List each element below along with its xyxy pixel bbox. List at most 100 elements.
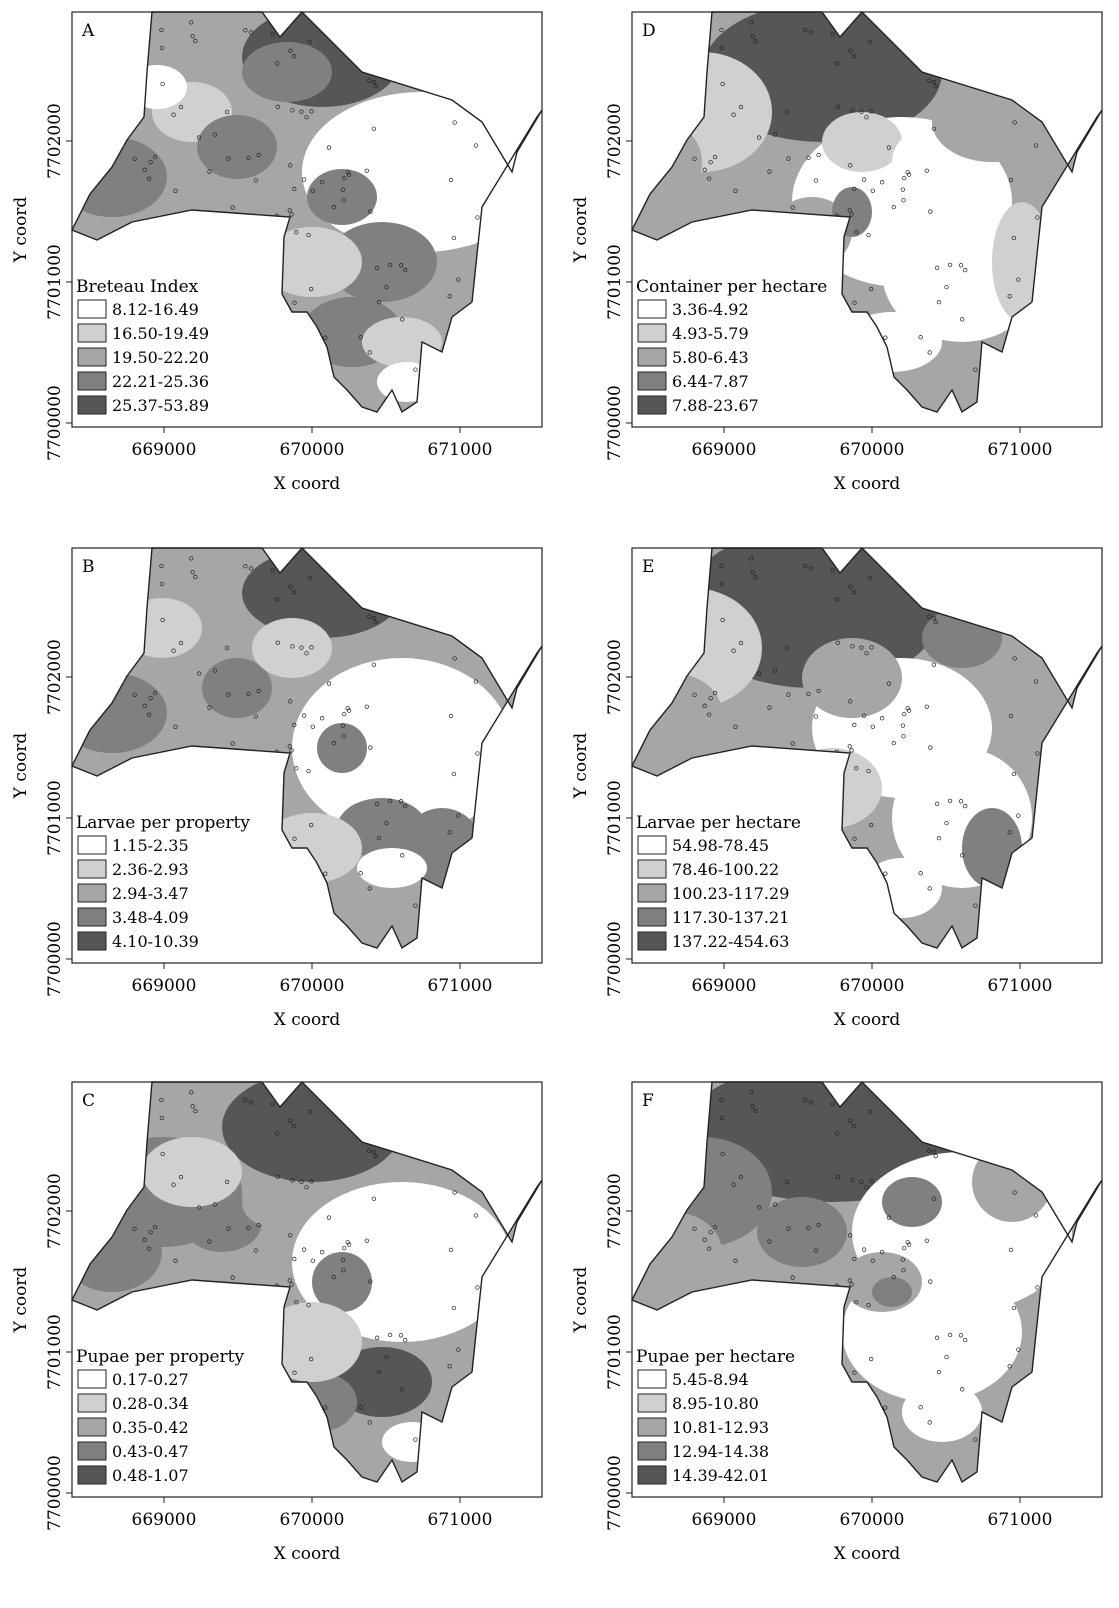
sample-point <box>1016 277 1021 282</box>
sample-point <box>346 1242 352 1247</box>
sample-point <box>340 1257 346 1262</box>
sample-point <box>1035 751 1040 756</box>
sample-point <box>159 581 164 587</box>
sample-point <box>936 836 942 841</box>
sample-point <box>840 764 846 770</box>
sample-point <box>902 175 907 181</box>
sample-point <box>331 741 336 746</box>
sample-point <box>358 871 363 876</box>
x-tick-label: 669000 <box>692 440 757 460</box>
x-axis-label: X coord <box>834 474 901 494</box>
sample-point <box>988 1157 994 1162</box>
sample-point <box>475 215 480 220</box>
sample-point <box>1033 679 1039 684</box>
sample-point <box>345 706 350 711</box>
y-tick-label: 7700000 <box>605 385 625 461</box>
sample-point <box>816 152 821 158</box>
sample-point <box>196 135 202 140</box>
sample-point <box>193 574 198 580</box>
sample-point <box>447 294 452 299</box>
sample-point <box>811 909 816 914</box>
sample-point <box>138 78 143 83</box>
sample-point <box>926 1118 931 1124</box>
sample-point <box>201 220 207 225</box>
sample-point <box>331 1275 336 1280</box>
legend-label: 4.93-5.79 <box>672 324 749 343</box>
density-zone <box>142 1137 242 1207</box>
sample-point <box>171 648 176 653</box>
legend-label: 5.80-6.43 <box>672 348 749 367</box>
sample-point <box>367 78 372 83</box>
sample-point <box>403 1337 408 1343</box>
y-tick-label: 7701000 <box>605 244 625 320</box>
sample-point <box>702 703 707 708</box>
sample-point <box>790 1275 795 1280</box>
legend-label: 2.36-2.93 <box>112 860 189 879</box>
density-zone <box>242 548 402 638</box>
sample-point <box>931 662 937 667</box>
sample-point <box>280 228 286 234</box>
sample-point <box>299 109 304 114</box>
sample-point <box>331 205 336 210</box>
density-zone <box>972 1142 1052 1222</box>
sample-point <box>924 168 929 173</box>
sample-point <box>811 1443 816 1448</box>
choropleth-surface <box>632 1082 1102 1482</box>
sample-point <box>1040 1300 1045 1306</box>
sample-point <box>700 1317 705 1323</box>
legend: Container per hectare 3.36-4.92 4.93-5.79 5… <box>636 277 827 415</box>
sample-point <box>232 1386 237 1392</box>
sample-point <box>287 1278 292 1283</box>
sample-point <box>230 205 235 210</box>
sample-point <box>307 1109 312 1114</box>
sample-point <box>239 1434 245 1440</box>
y-axis-label: Y coord <box>571 197 591 264</box>
sample-point <box>212 1405 217 1410</box>
sample-point <box>947 262 953 268</box>
sample-point <box>326 396 331 401</box>
sample-point <box>368 745 373 750</box>
sample-point <box>287 744 292 749</box>
sample-point <box>1013 595 1019 600</box>
sample-point <box>936 1370 942 1375</box>
sample-point <box>178 104 184 110</box>
sample-point <box>867 575 872 580</box>
sample-point <box>253 178 259 183</box>
density-zone <box>122 598 202 658</box>
sample-point <box>927 614 932 619</box>
sample-point <box>224 1179 230 1185</box>
sample-point <box>270 567 275 573</box>
sample-point <box>326 681 332 686</box>
sample-point <box>866 768 871 774</box>
density-zone <box>242 42 332 102</box>
legend-label: 0.35-0.42 <box>112 1418 189 1437</box>
sample-point <box>358 1405 363 1410</box>
density-zone <box>632 1212 722 1292</box>
sample-point <box>292 1370 297 1375</box>
y-tick-label: 7701000 <box>605 1314 625 1390</box>
sample-point <box>1023 346 1028 352</box>
sample-point <box>288 1233 293 1238</box>
legend-swatch <box>77 323 107 343</box>
panel-letter: B <box>82 557 95 577</box>
sample-point <box>160 81 165 87</box>
sample-point <box>927 1148 932 1153</box>
sample-point <box>947 1332 953 1338</box>
sample-point <box>811 373 816 378</box>
sample-point <box>1013 59 1019 64</box>
sample-point <box>933 619 938 625</box>
sample-point <box>287 338 293 343</box>
sample-point <box>905 706 910 711</box>
sample-point <box>270 1101 275 1107</box>
sample-point <box>698 614 703 619</box>
sample-point <box>767 1239 772 1244</box>
sample-point <box>848 1118 853 1123</box>
sample-point <box>830 1101 835 1107</box>
y-tick-label: 7700000 <box>45 1455 65 1531</box>
density-zone <box>197 115 277 179</box>
sample-point <box>323 871 328 876</box>
sample-point <box>138 614 143 619</box>
sample-point <box>786 156 791 161</box>
sample-point <box>294 1300 299 1305</box>
sample-point <box>849 748 854 753</box>
